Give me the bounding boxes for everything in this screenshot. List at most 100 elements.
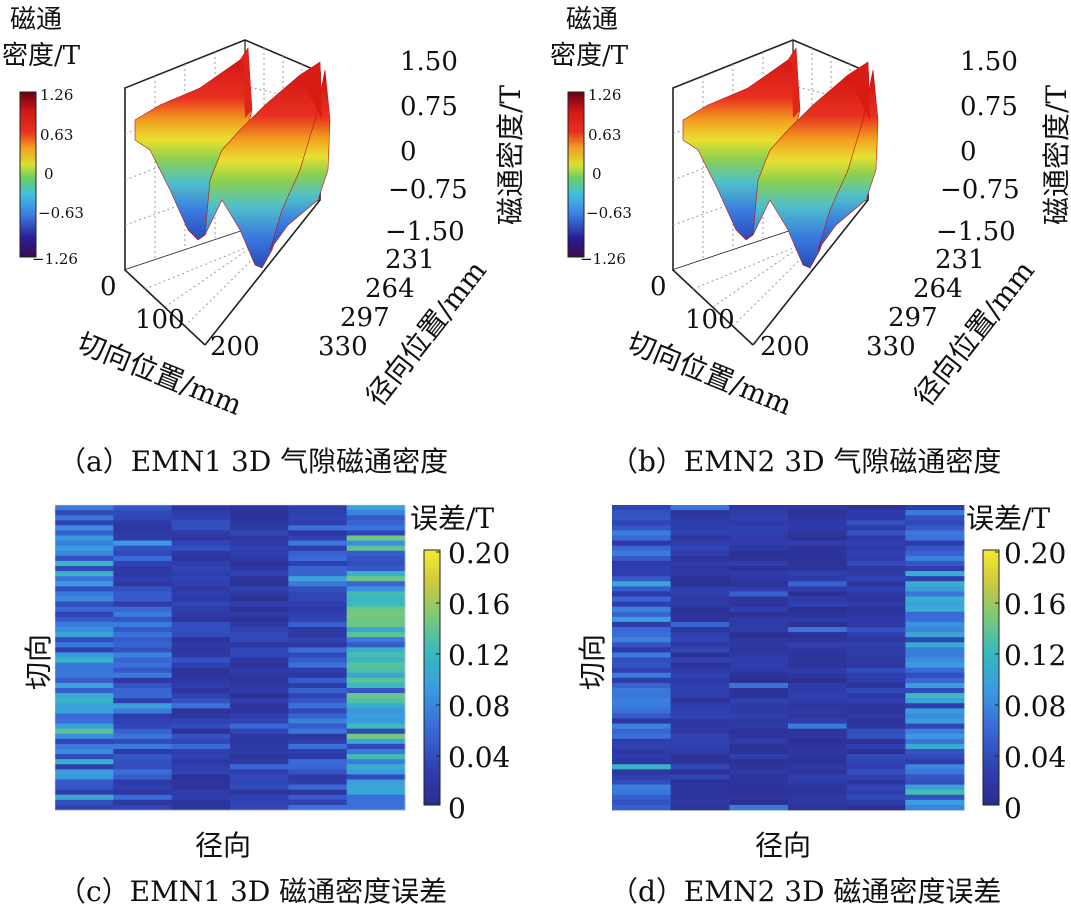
heatmap-cell — [729, 586, 789, 592]
heatmap-cell — [729, 545, 789, 552]
caption-a: （a）EMN1 3D 气隙磁通密度 — [58, 445, 449, 478]
heatmap-cell — [612, 550, 672, 557]
heatmap-cell — [55, 505, 114, 511]
heatmap-cell — [670, 571, 730, 577]
cb-d-tick-3: 0.08 — [1004, 690, 1066, 723]
heatmap-cell — [230, 718, 289, 724]
cb-b-tick-4: −1.26 — [580, 250, 626, 268]
heatmap-cell — [113, 586, 173, 592]
caption-b: （b）EMN2 3D 气隙磁通密度 — [610, 445, 1002, 478]
cb-a-title-1: 磁通 — [10, 5, 62, 35]
heatmap-cell — [612, 718, 672, 724]
heatmap-cell — [288, 764, 348, 770]
heatmap-cell — [670, 581, 730, 587]
heatmap-cell — [230, 520, 289, 526]
heatmap-cell — [171, 799, 231, 806]
heatmap-cell — [846, 754, 906, 760]
heatmap-cell — [113, 754, 173, 760]
heatmap-cell — [670, 728, 730, 735]
heatmap-cell — [729, 525, 789, 531]
heatmap-cell — [346, 510, 406, 516]
heatmap-cell — [612, 510, 672, 516]
heatmap-cell — [230, 672, 289, 679]
heatmap-cell — [905, 652, 965, 658]
heatmap-cell — [113, 733, 173, 740]
heatmap-cell — [288, 698, 348, 704]
heatmap-cell — [171, 637, 231, 643]
heatmap-cell — [905, 743, 965, 750]
heatmap-cell — [346, 520, 406, 526]
heatmap-cell — [55, 728, 114, 735]
heatmap-cell — [905, 606, 965, 613]
heatmap-cell — [729, 672, 789, 679]
heatmap-cell — [788, 652, 848, 658]
heatmap-cell — [171, 677, 231, 684]
heatmap-cell — [113, 616, 173, 623]
heatmap-cell — [729, 728, 789, 735]
heatmap-cell — [846, 606, 906, 613]
heatmap-cell — [905, 586, 965, 592]
heatmap-cell — [113, 698, 173, 704]
heatmap-cell — [113, 764, 173, 770]
heatmap-cell — [612, 505, 672, 511]
heatmap-cell — [670, 576, 730, 582]
heatmap-cell — [612, 688, 672, 694]
heatmap-cell — [230, 637, 289, 643]
x-b-tick-1: 100 — [685, 305, 735, 335]
heatmap-cell — [670, 621, 730, 628]
heatmap-cell — [171, 749, 231, 755]
heatmap-cell — [288, 637, 348, 643]
heatmap-cell — [55, 591, 114, 597]
heatmap-cell — [846, 703, 906, 709]
heatmap-cell — [729, 749, 789, 755]
heatmap-cell — [612, 642, 672, 648]
heatmap-cell — [612, 616, 672, 623]
z-a-tick-1: 0.75 — [400, 92, 458, 122]
heatmap-cell — [346, 596, 406, 602]
heatmap-cell — [846, 566, 906, 572]
heatmap-cell — [729, 550, 789, 557]
colorbar-b — [567, 91, 585, 258]
heatmap-cell — [346, 637, 406, 643]
heatmap-cell — [55, 708, 114, 714]
heatmap-cell — [55, 703, 114, 709]
heatmap-cell — [846, 627, 906, 633]
heatmap-cell — [113, 566, 173, 572]
heatmap-cell — [729, 708, 789, 714]
heatmap-cell — [612, 515, 672, 521]
heatmap-cell — [230, 784, 289, 791]
heatmap-cell — [788, 515, 848, 521]
heatmap-cell — [846, 652, 906, 658]
heatmap-cell — [113, 652, 173, 658]
cb-d-tick-2: 0.12 — [1004, 639, 1066, 672]
heatmap-cell — [846, 576, 906, 582]
heatmap-cell — [670, 677, 730, 684]
heatmap-cell — [55, 672, 114, 679]
heatmap-cell — [113, 632, 173, 638]
heatmap-cell — [55, 652, 114, 658]
heatmap-cell — [729, 611, 789, 618]
heatmap-cell — [171, 616, 231, 623]
heatmap-cell — [846, 616, 906, 623]
heatmap-cell — [788, 764, 848, 770]
heatmap-cell — [670, 794, 730, 801]
cb-b-title-2: 密度/T — [550, 41, 629, 71]
heatmap-cell — [171, 698, 231, 704]
heatmap-cell — [729, 560, 789, 567]
heatmap-cell — [905, 713, 965, 719]
heatmap-cell — [729, 754, 789, 760]
heatmap-cell — [113, 672, 173, 679]
heatmap-cell — [230, 733, 289, 740]
heatmap-cell — [788, 637, 848, 643]
heatmap-cell — [346, 713, 406, 719]
heatmap-cell — [846, 632, 906, 638]
heatmap-cell — [670, 713, 730, 719]
surface-waves — [134, 47, 331, 269]
heatmap-cell — [288, 657, 348, 663]
heatmap-cell — [612, 728, 672, 735]
y-a-tick-1: 264 — [365, 274, 415, 304]
heatmap-cell — [171, 515, 231, 521]
heatmap-cell — [288, 632, 348, 638]
heatmap-cell — [346, 794, 406, 801]
